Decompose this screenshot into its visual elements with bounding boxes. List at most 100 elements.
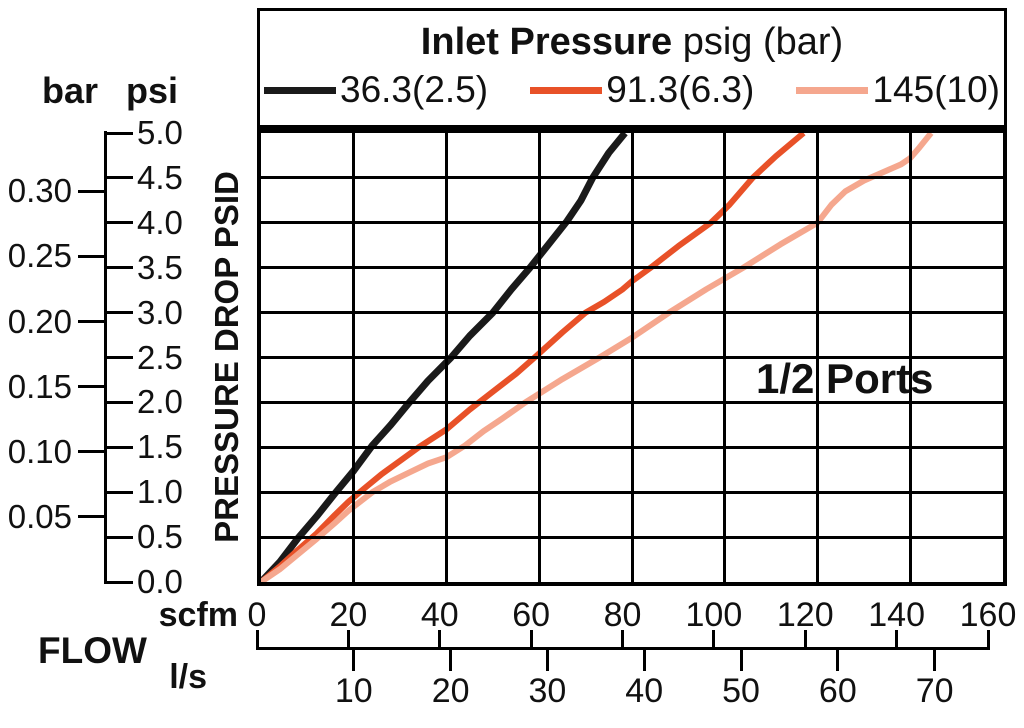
- legend-item: 91.3(6.3): [530, 70, 754, 110]
- psi-tick-label: 5.0: [137, 114, 183, 151]
- bar-tick: [78, 515, 104, 519]
- ls-tick: [449, 647, 453, 671]
- psi-tick: [104, 221, 133, 225]
- x-axis-title: FLOW: [38, 630, 147, 671]
- ls-tick-label: 70: [915, 672, 954, 710]
- ls-tick-label: 20: [431, 672, 470, 710]
- legend-swatch: [796, 86, 869, 94]
- legend-title: Inlet Pressure psig (bar): [260, 21, 1004, 63]
- psi-tick-label: 1.5: [137, 428, 183, 466]
- bar-tick: [78, 189, 104, 193]
- legend-swatch: [264, 86, 336, 94]
- legend-title-units: psig (bar): [672, 21, 844, 63]
- scfm-tick: [986, 630, 990, 650]
- scfm-tick-label: 140: [868, 596, 925, 634]
- legend-title-bold: Inlet Pressure: [420, 21, 673, 63]
- ls-tick: [545, 647, 549, 671]
- ls-tick: [836, 647, 840, 671]
- horizontal-gridline: [261, 311, 1003, 315]
- scfm-tick: [438, 630, 442, 650]
- bar-tick-label: 0.20: [7, 302, 72, 340]
- psi-tick-label: 2.0: [137, 383, 183, 421]
- psi-tick-label: 4.0: [137, 203, 183, 241]
- psi-unit-header: psi: [125, 70, 178, 111]
- horizontal-gridline: [261, 535, 1003, 539]
- scfm-tick-label: 20: [329, 596, 368, 634]
- ls-tick-label: 30: [528, 672, 567, 710]
- psi-tick: [104, 131, 133, 135]
- scfm-tick-label: 120: [776, 596, 834, 634]
- horizontal-gridline: [261, 490, 1003, 494]
- scfm-tick: [712, 630, 716, 650]
- scfm-tick-label: 80: [603, 596, 642, 634]
- bar-unit-header: bar: [41, 70, 99, 111]
- psi-tick: [104, 176, 133, 180]
- legend-item-label: 145(10): [872, 69, 1000, 110]
- horizontal-gridline: [261, 266, 1003, 270]
- psi-tick-label: 0.5: [137, 518, 183, 556]
- scfm-tick-label: 40: [420, 596, 459, 634]
- horizontal-gridline: [261, 400, 1003, 404]
- plot-grid: 1/2 Ports: [261, 133, 1003, 582]
- psi-tick: [104, 445, 133, 449]
- scfm-tick-label: 0: [247, 596, 267, 634]
- horizontal-gridline: [261, 176, 1003, 180]
- scfm-tick: [803, 630, 807, 650]
- psi-tick: [104, 580, 133, 584]
- bar-tick-label: 0.30: [7, 172, 72, 210]
- psi-tick: [104, 490, 133, 494]
- horizontal-gridline: [261, 445, 1003, 449]
- psi-tick: [104, 535, 133, 539]
- y-axis-title: PRESSURE DROP PSID: [208, 171, 245, 543]
- legend-item: 36.3(2.5): [264, 70, 488, 110]
- scfm-unit-header: scfm: [158, 596, 238, 634]
- ls-tick-label: 60: [818, 672, 857, 710]
- bar-tick: [78, 450, 104, 454]
- legend-item-label: 91.3(6.3): [606, 69, 755, 110]
- psi-tick: [104, 356, 133, 359]
- curve-145(10): [261, 133, 934, 582]
- bar-tick-label: 0.25: [7, 237, 72, 275]
- scfm-tick: [346, 630, 350, 650]
- legend-item-label: 36.3(2.5): [340, 69, 489, 110]
- ls-tick-label: 50: [722, 672, 760, 710]
- scfm-tick: [255, 630, 259, 650]
- plot-area: 1/2 Ports: [257, 128, 1007, 586]
- bar-tick-label: 0.05: [7, 497, 72, 535]
- legend-box: Inlet Pressure psig (bar) 36.3(2.5) 91.3(…: [257, 8, 1007, 128]
- psi-tick-label: 4.5: [137, 158, 183, 196]
- psi-tick-label: 3.0: [137, 293, 183, 331]
- psi-tick-label: 0.0: [137, 563, 183, 600]
- psi-tick-label: 3.5: [137, 248, 183, 286]
- port-size-annotation: 1/2 Ports: [756, 355, 934, 402]
- bar-tick: [78, 254, 104, 258]
- horizontal-gridline: [261, 356, 1003, 359]
- scfm-tick: [621, 630, 624, 650]
- ls-tick-label: 40: [625, 672, 664, 710]
- bar-tick-label: 0.10: [7, 432, 72, 470]
- ls-tick: [933, 647, 937, 671]
- psi-tick: [104, 266, 133, 270]
- bar-tick: [78, 320, 104, 323]
- scfm-tick-label: 160: [959, 596, 1017, 634]
- ls-tick: [739, 647, 743, 671]
- legend-item: 145(10): [796, 70, 1000, 110]
- ls-tick: [642, 647, 646, 671]
- scfm-tick: [529, 630, 533, 650]
- scfm-tick-label: 100: [685, 596, 743, 634]
- bar-tick: [78, 385, 104, 389]
- ls-tick: [352, 647, 356, 671]
- psi-tick-label: 1.0: [137, 473, 183, 511]
- psi-tick-label: 2.5: [137, 338, 183, 376]
- psi-tick: [104, 311, 133, 315]
- psi-tick: [104, 400, 133, 404]
- scfm-tick: [895, 630, 899, 650]
- legend-swatch: [530, 86, 603, 94]
- ls-tick-label: 10: [334, 672, 373, 710]
- bar-tick-label: 0.15: [7, 367, 72, 405]
- curve-91.3(6.3): [261, 133, 806, 582]
- legend-items: 36.3(2.5) 91.3(6.3) 145(10): [260, 70, 1004, 110]
- horizontal-gridline: [261, 221, 1003, 225]
- ls-unit-header: l/s: [169, 658, 207, 696]
